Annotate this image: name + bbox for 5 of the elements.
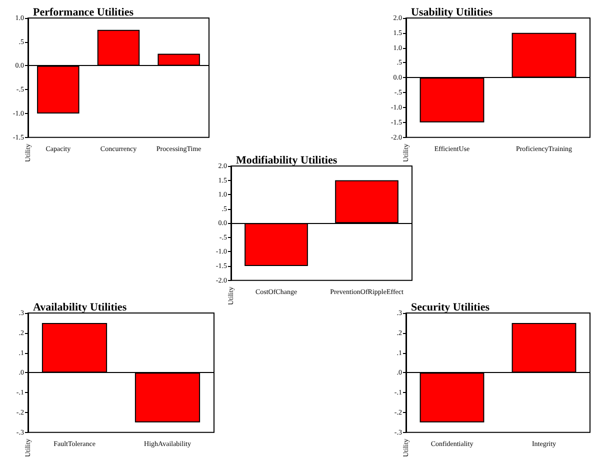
chart-title: Modifiability Utilities — [236, 154, 338, 166]
chart-title: Security Utilities — [411, 302, 490, 314]
chart-title: Performance Utilities — [33, 6, 134, 18]
chart-title: Usability Utilities — [411, 6, 494, 18]
chart-title: Availability Utilities — [33, 302, 128, 314]
